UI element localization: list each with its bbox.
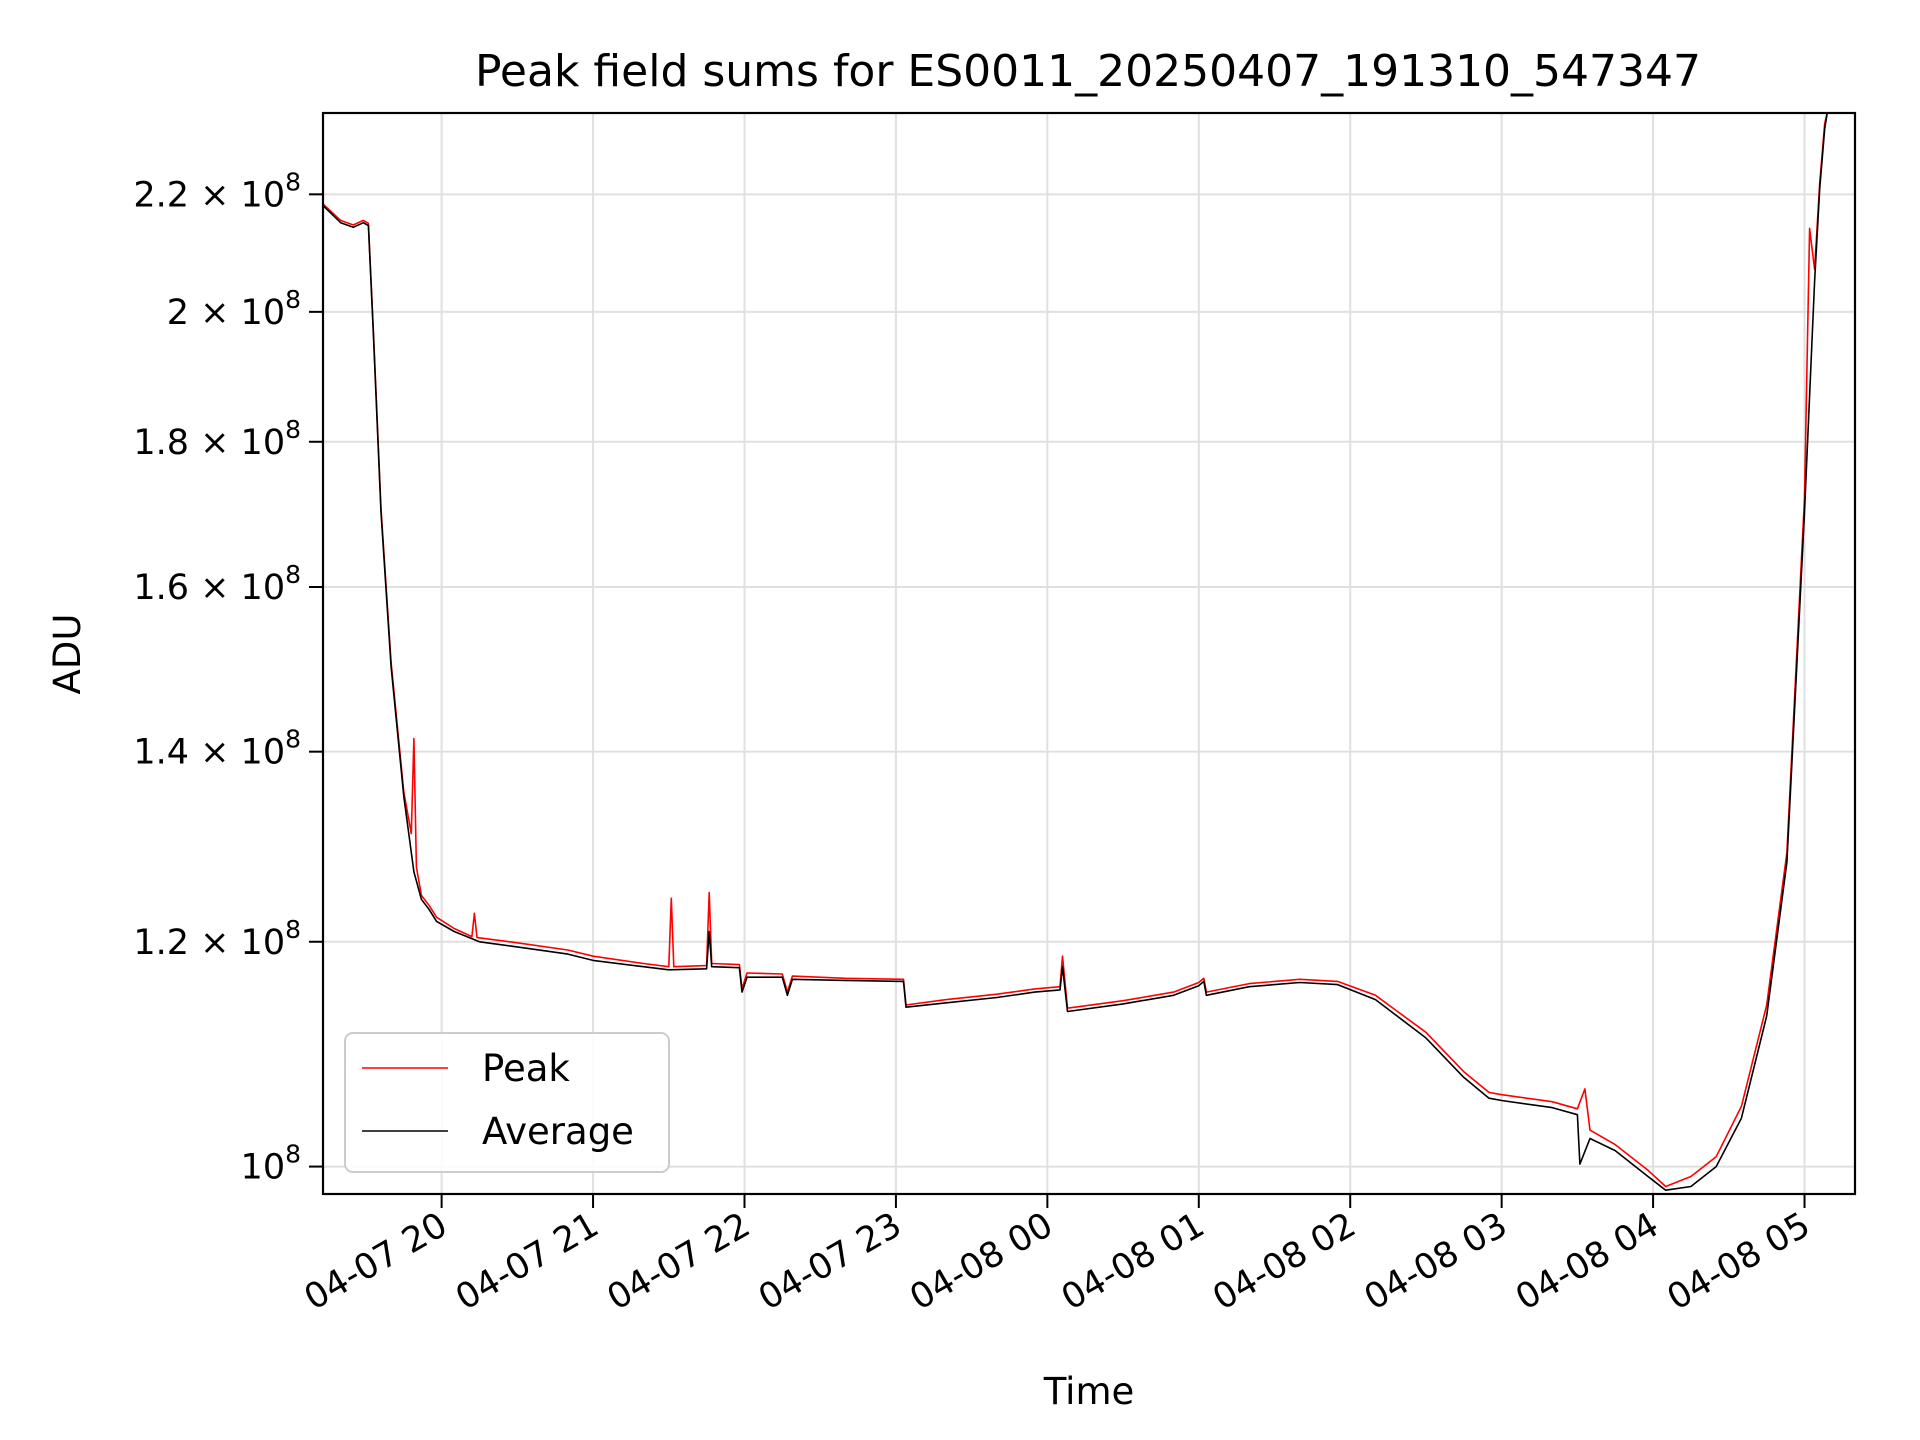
- y-tick-label: 1.4 × 108: [133, 725, 301, 773]
- chart-title: Peak field sums for ES0011_20250407_1913…: [475, 46, 1701, 97]
- average-series-line: [322, 112, 1828, 1191]
- y-axis-label: ADU: [46, 614, 89, 695]
- y-tick-label: 2.2 × 108: [133, 167, 301, 215]
- y-tick-label: 1.8 × 108: [133, 415, 301, 463]
- series-group: [322, 112, 1828, 1191]
- y-tick-label: 1.2 × 108: [133, 915, 301, 963]
- y-tick-label: 108: [241, 1140, 301, 1188]
- y-axis: 108 1.2 × 108 1.4 × 108 1.6 × 108 1.8 × 108 2…: [133, 167, 323, 1188]
- legend-average-label: Average: [482, 1110, 634, 1153]
- plot-frame: [321, 111, 1857, 1196]
- grid: [323, 113, 1855, 1194]
- y-tick-label: 1.6 × 108: [133, 560, 301, 608]
- legend: Peak Average: [344, 1032, 670, 1173]
- x-axis-label: Time: [1043, 1370, 1135, 1413]
- y-tick-label: 2 × 108: [167, 285, 301, 333]
- legend-peak-label: Peak: [482, 1047, 570, 1090]
